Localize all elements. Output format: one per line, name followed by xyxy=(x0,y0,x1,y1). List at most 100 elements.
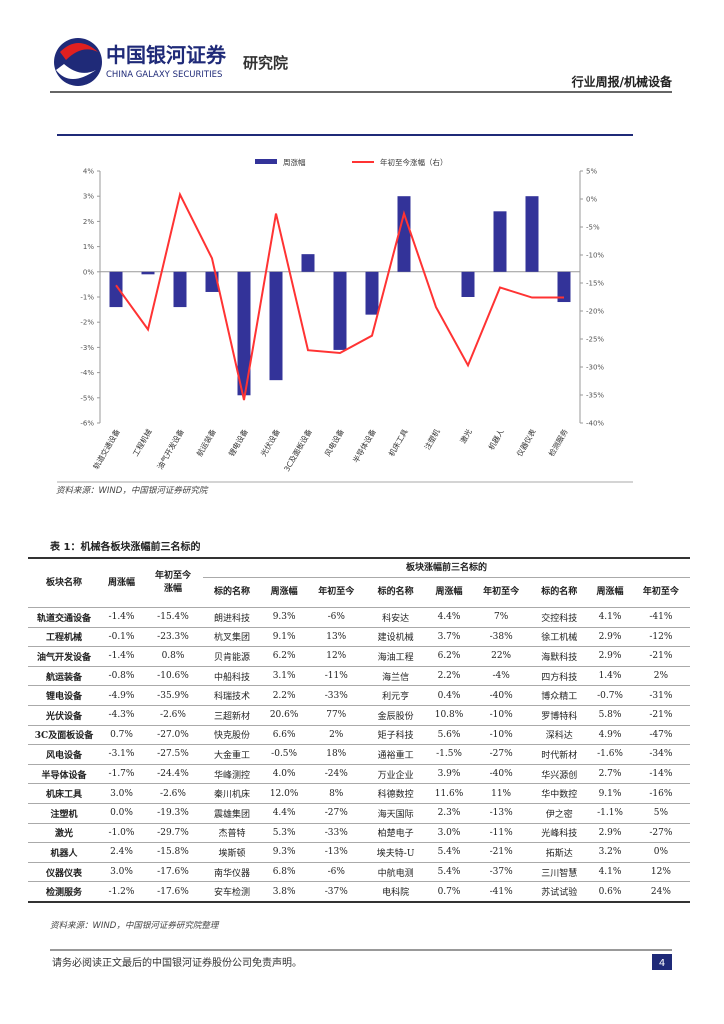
page-number-box xyxy=(652,954,672,970)
line-series xyxy=(115,191,564,401)
brand-en: CHINA GALAXY SECURITIES xyxy=(106,70,222,80)
table-cell: 华中数控 xyxy=(530,783,589,804)
table-cell: 3.0% xyxy=(100,862,143,883)
table-row: 半导体设备 -1.7% -24.4% 华峰测控 4.0% -24% 万业企业 3.9% -40%… xyxy=(28,764,690,785)
table-row: 工程机械 -0.1% -23.3% 杭叉集团 9.1% 13% 建设机械 3.7% -38% 徐工… xyxy=(28,627,690,648)
table-cell: 2.3% xyxy=(425,803,473,824)
table-cell: 2.9% xyxy=(588,627,632,648)
x-tick-label: 机器人 xyxy=(486,427,506,452)
table-cell: 四方科技 xyxy=(530,666,589,687)
table-cell: 海默科技 xyxy=(530,646,589,667)
table-cell: 2.2% xyxy=(425,666,473,687)
header-cell: 年初至今涨幅 xyxy=(143,557,203,608)
table-cell: 2% xyxy=(307,725,366,746)
table-cell: 6.2% xyxy=(261,646,308,667)
table-cell: 华峰测控 xyxy=(203,764,262,785)
table-cell: -33% xyxy=(307,685,366,706)
table-cell: 中航电测 xyxy=(365,862,426,883)
table-cell: 13% xyxy=(307,627,366,648)
table-row: 油气开发设备 -1.4% 0.8% 贝肯能源 6.2% 12% 海油工程 6.2% 22% 海默科… xyxy=(28,646,690,667)
table-cell: -27.0% xyxy=(143,725,203,746)
table-cell: -41% xyxy=(472,881,531,903)
y-tick-label: -1% xyxy=(80,294,94,302)
bar xyxy=(269,271,283,381)
table-cell: 罗博特科 xyxy=(530,705,589,726)
y2-tick-label: -35% xyxy=(586,392,604,400)
table-cell: 3.8% xyxy=(261,881,308,903)
table-cell: -1.5% xyxy=(425,744,473,765)
table-row: 检测服务 -1.2% -17.6% 安车检测 3.8% -37% 电科院 0.7% -41% 苏试… xyxy=(28,881,690,903)
legend-swatch xyxy=(255,159,277,164)
table-cell: 中船科技 xyxy=(203,666,262,687)
y-tick-label: 2% xyxy=(83,218,94,226)
table-cell: 77% xyxy=(307,705,366,726)
table-cell: 18% xyxy=(307,744,366,765)
bar xyxy=(141,271,155,275)
table-cell: -3.1% xyxy=(100,744,143,765)
table-cell: -10% xyxy=(472,725,531,746)
table-cell: 9.3% xyxy=(261,842,308,863)
table-cell: -11% xyxy=(307,666,366,687)
table-cell: 金辰股份 xyxy=(365,705,426,726)
table-cell: -17.6% xyxy=(143,881,203,903)
x-tick-label: 激光 xyxy=(458,427,474,445)
table-cell: 9.1% xyxy=(261,627,308,648)
table-row: 机床工具 3.0% -2.6% 秦川机床 12.0% 8% 科德数控 11.6% 11% 华中数控… xyxy=(28,783,690,804)
table-cell: 海天国际 xyxy=(365,803,426,824)
table-cell: -1.2% xyxy=(100,881,143,903)
table-cell: -41% xyxy=(631,607,690,628)
table-cell: -27% xyxy=(472,744,531,765)
y2-tick-label: 5% xyxy=(586,168,597,176)
table-cell: 科瑞技术 xyxy=(203,685,262,706)
x-tick-label: 航运装备 xyxy=(194,427,218,458)
header-cell: 年初至今 xyxy=(631,577,690,608)
table-cell: 利元亨 xyxy=(365,685,426,706)
header-cell: 标的名称 xyxy=(203,577,262,608)
brand: 中国银河证券 xyxy=(106,43,227,67)
y2-tick-label: -40% xyxy=(586,420,604,428)
table-cell: -4% xyxy=(472,666,531,687)
table-cell: 11% xyxy=(472,783,531,804)
table-cell: 油气开发设备 xyxy=(28,646,100,667)
table-cell: 注塑机 xyxy=(28,803,100,824)
header-cell: 板块名称 xyxy=(28,557,100,608)
bar xyxy=(493,211,507,272)
table-cell: 埃斯顿 xyxy=(203,842,262,863)
table-cell: 工程机械 xyxy=(28,627,100,648)
table-cell: 2.7% xyxy=(588,764,632,785)
bar xyxy=(333,271,347,350)
report-category: 行业周报/机械设备 xyxy=(571,74,673,89)
table-cell: -19.3% xyxy=(143,803,203,824)
table-cell: 检测服务 xyxy=(28,881,100,903)
table-cell: 6.2% xyxy=(425,646,473,667)
table-cell: 22% xyxy=(472,646,531,667)
table-cell: -2.6% xyxy=(143,705,203,726)
table-cell: 3.0% xyxy=(425,823,473,844)
table-cell: 锂电设备 xyxy=(28,685,100,706)
table-cell: -0.5% xyxy=(261,744,308,765)
table-cell: -1.7% xyxy=(100,764,143,785)
table-cell: 震雄集团 xyxy=(203,803,262,824)
table-cell: 0.0% xyxy=(100,803,143,824)
table-cell: 2.9% xyxy=(588,646,632,667)
table-row: 机器人 2.4% -15.8% 埃斯顿 9.3% -13% 埃夫特-U 5.4% -21% 拓斯达… xyxy=(28,842,690,863)
table-cell: 11.6% xyxy=(425,783,473,804)
table-cell: 机床工具 xyxy=(28,783,100,804)
y2-tick-label: -10% xyxy=(586,252,604,260)
table-cell: 5.6% xyxy=(425,725,473,746)
legend-label: 周涨幅 xyxy=(283,157,306,167)
table-cell: 3.0% xyxy=(100,783,143,804)
table-cell: -23.3% xyxy=(143,627,203,648)
table-cell: -1.6% xyxy=(588,744,632,765)
y-tick-label: 0% xyxy=(83,268,94,276)
table-cell: 9.1% xyxy=(588,783,632,804)
header-cell: 周涨幅 xyxy=(425,577,473,608)
table-cell: -17.6% xyxy=(143,862,203,883)
bar xyxy=(397,196,411,272)
table-cell: 4.0% xyxy=(261,764,308,785)
bar xyxy=(301,254,315,272)
table-cell: 伊之密 xyxy=(530,803,589,824)
table-cell: 朗进科技 xyxy=(203,607,262,628)
table-cell: 杰普特 xyxy=(203,823,262,844)
